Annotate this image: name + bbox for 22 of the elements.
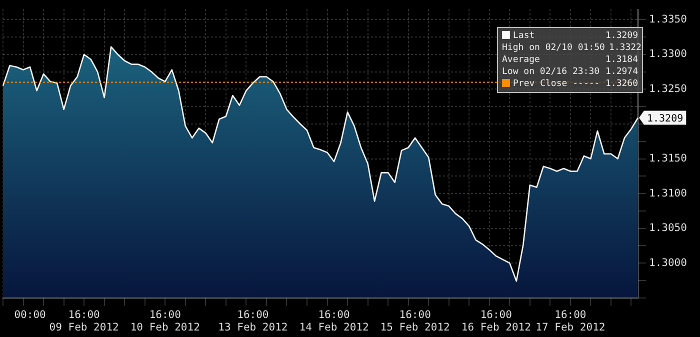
- x-tick-label: 16:00 15 Feb 2012: [380, 308, 450, 334]
- y-tick-label: 1.3050: [649, 222, 687, 234]
- text: 1.3209: [647, 113, 684, 124]
- x-tick-label: 16:00 17 Feb 2012: [536, 308, 606, 334]
- annotation: Low on 02/16 23:30 1.2974: [502, 66, 638, 78]
- y-tick-label: 1.3150: [649, 152, 687, 164]
- y-tick-label: 1.3000: [649, 256, 687, 269]
- annotation: 1.3209: [605, 30, 638, 42]
- y-tick-label: 1.3100: [649, 187, 687, 200]
- text: Last: [513, 31, 535, 41]
- text: Average 1.3184: [502, 55, 638, 65]
- y-tick-label: 1.3250: [649, 82, 687, 95]
- x-tick-label: 16:00 13 Feb 2012: [218, 308, 288, 334]
- x-tick-label: 00:00: [14, 308, 46, 321]
- x-tick-label: 16:00 16 Feb 2012: [461, 308, 531, 334]
- annotation: High on 02/10 01:50 1.3322: [502, 42, 642, 54]
- y-tick-label: 1.3300: [649, 48, 687, 60]
- y-tick-label: 1.3350: [649, 13, 687, 26]
- x-tick-label: 16:00 09 Feb 2012: [49, 308, 119, 334]
- x-tick-label: 16:00 14 Feb 2012: [299, 308, 369, 334]
- annotation: Prev Close ----- 1.3260: [512, 78, 638, 90]
- x-tick-label: 16:00 10 Feb 2012: [130, 308, 200, 334]
